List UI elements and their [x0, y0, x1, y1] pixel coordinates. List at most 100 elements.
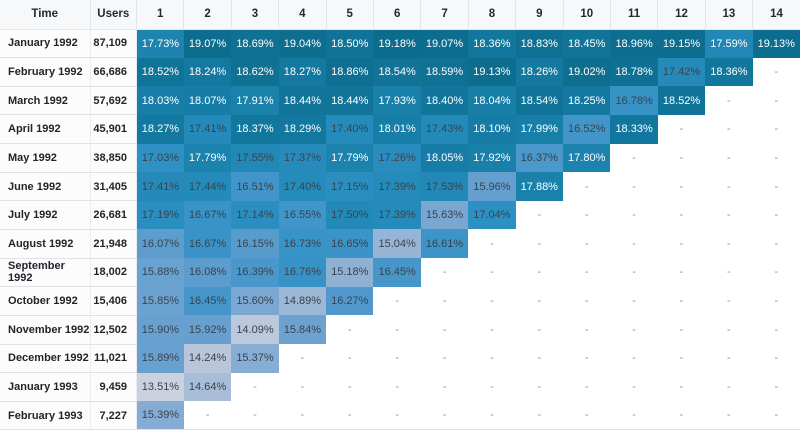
empty-cell: - — [563, 401, 611, 431]
cohort-cell: 18.62% — [231, 57, 279, 87]
empty-cell: - — [657, 143, 706, 173]
empty-cell: - — [705, 143, 753, 173]
cohort-cell: 18.10% — [468, 114, 516, 144]
empty-cell: - — [752, 344, 800, 373]
empty-cell: - — [705, 114, 753, 144]
empty-cell: - — [610, 372, 658, 402]
empty-cell: - — [468, 372, 516, 402]
empty-cell: - — [515, 200, 564, 230]
empty-cell: - — [657, 258, 706, 287]
empty-cell: - — [563, 286, 611, 316]
cohort-cell: 17.41% — [136, 172, 184, 201]
empty-cell: - — [610, 315, 658, 345]
empty-cell: - — [563, 172, 611, 201]
column-header-period-13: 13 — [704, 0, 754, 30]
empty-cell: - — [515, 258, 564, 287]
cohort-cell: 17.26% — [373, 143, 421, 173]
cohort-cell: 18.24% — [183, 57, 232, 87]
empty-cell: - — [563, 229, 611, 259]
cohort-cell: 17.91% — [231, 86, 279, 115]
cohort-month-label: December 1992 — [0, 344, 91, 374]
cohort-cell: 18.44% — [278, 86, 327, 115]
cohort-month-label: June 1992 — [0, 172, 91, 202]
cohort-users-count: 21,948 — [90, 229, 137, 259]
empty-cell: - — [373, 372, 421, 402]
cohort-cell: 19.04% — [278, 29, 327, 58]
cohort-cell: 19.15% — [657, 29, 706, 58]
empty-cell: - — [468, 401, 516, 431]
cohort-cell: 15.39% — [136, 401, 184, 431]
cohort-cell: 18.05% — [420, 143, 469, 173]
empty-cell: - — [326, 315, 374, 345]
cohort-cell: 17.44% — [183, 172, 232, 201]
cohort-month-label: November 1992 — [0, 315, 91, 345]
table-row: May 1992 38,850 17.03% 17.79% 17.55% 17.37% 17… — [0, 143, 800, 173]
cohort-cell: 17.99% — [515, 114, 564, 144]
empty-cell: - — [705, 372, 753, 402]
table-row: August 1992 21,948 16.07% 16.67% 16.15% 16.73… — [0, 229, 800, 259]
empty-cell: - — [420, 258, 469, 287]
cohort-month-label: October 1992 — [0, 286, 91, 316]
cohort-cell: 18.27% — [136, 114, 184, 144]
cohort-month-label: March 1992 — [0, 86, 91, 116]
cohort-cell: 18.33% — [610, 114, 658, 144]
cohort-month-label: January 1993 — [0, 372, 91, 402]
cohort-cell: 18.40% — [420, 86, 469, 115]
empty-cell: - — [657, 229, 706, 259]
cohort-cell: 17.04% — [468, 200, 516, 230]
cohort-cell: 17.40% — [326, 114, 374, 144]
empty-cell: - — [515, 344, 564, 373]
cohort-cell: 16.55% — [278, 200, 327, 230]
cohort-cell: 18.69% — [231, 29, 279, 58]
empty-cell: - — [610, 286, 658, 316]
cohort-cell: 17.92% — [468, 143, 516, 173]
column-header-period-4: 4 — [278, 0, 327, 30]
empty-cell: - — [515, 229, 564, 259]
cohort-cell: 15.04% — [373, 229, 421, 259]
empty-cell: - — [610, 401, 658, 431]
cohort-month-label: May 1992 — [0, 143, 91, 173]
empty-cell: - — [373, 315, 421, 345]
table-header: Time Users 1 2 3 4 5 6 7 8 9 10 11 12 13 14 — [0, 0, 800, 30]
cohort-cell: 18.37% — [231, 114, 279, 144]
empty-cell: - — [326, 372, 374, 402]
cohort-cell: 18.83% — [515, 29, 564, 58]
cohort-cell: 17.03% — [136, 143, 184, 173]
cohort-cell: 17.59% — [705, 29, 753, 58]
column-header-period-10: 10 — [562, 0, 611, 30]
column-header-period-3: 3 — [230, 0, 280, 30]
empty-cell: - — [657, 315, 706, 345]
empty-cell: - — [563, 315, 611, 345]
empty-cell: - — [183, 401, 232, 431]
cohort-cell: 16.07% — [136, 229, 184, 259]
table-row: July 1992 26,681 17.19% 16.67% 17.14% 16.55% 1… — [0, 200, 800, 230]
empty-cell: - — [278, 401, 327, 431]
cohort-cell: 14.64% — [183, 372, 232, 402]
empty-cell: - — [468, 315, 516, 345]
empty-cell: - — [420, 401, 469, 431]
empty-cell: - — [752, 258, 800, 287]
cohort-users-count: 12,502 — [90, 315, 137, 345]
cohort-cell: 15.92% — [183, 315, 232, 345]
empty-cell: - — [610, 229, 658, 259]
empty-cell: - — [373, 344, 421, 373]
cohort-cell: 17.40% — [278, 172, 327, 201]
cohort-cell: 16.27% — [326, 286, 374, 316]
empty-cell: - — [705, 86, 753, 115]
cohort-cell: 17.80% — [563, 143, 611, 173]
empty-cell: - — [752, 86, 800, 115]
empty-cell: - — [563, 258, 611, 287]
cohort-cell: 16.78% — [610, 86, 658, 115]
cohort-users-count: 31,405 — [90, 172, 137, 202]
cohort-cell: 17.19% — [136, 200, 184, 230]
cohort-cell: 18.45% — [563, 29, 611, 58]
column-header-time: Time — [0, 0, 91, 30]
table-row: January 1992 87,109 17.73% 19.07% 18.69% 19.0… — [0, 29, 800, 59]
column-header-period-8: 8 — [467, 0, 517, 30]
cohort-cell: 17.42% — [657, 57, 706, 87]
empty-cell: - — [752, 315, 800, 345]
cohort-table: Time Users 1 2 3 4 5 6 7 8 9 10 11 12 13 14 January 199… — [0, 0, 800, 431]
cohort-cell: 16.15% — [231, 229, 279, 259]
empty-cell: - — [515, 315, 564, 345]
cohort-users-count: 15,406 — [90, 286, 137, 316]
